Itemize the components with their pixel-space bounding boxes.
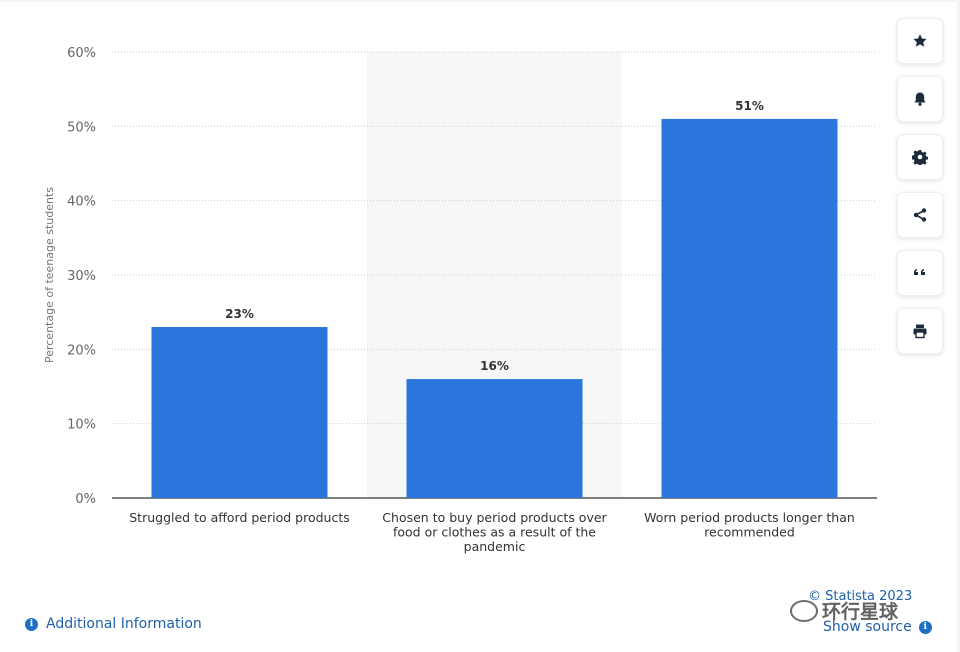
data-label: 23%: [225, 307, 254, 321]
statista-credit-label: © Statista 2023: [808, 589, 913, 604]
bell-icon: [914, 92, 926, 106]
show-source-link[interactable]: Show source i: [823, 619, 932, 635]
additional-information-link[interactable]: i Additional Information: [25, 616, 202, 632]
print-button[interactable]: [897, 308, 943, 354]
star-icon: [913, 34, 927, 47]
chart-toolbar: [897, 18, 943, 366]
category-label: Worn period products longer than recommen…: [644, 510, 855, 540]
y-tick-label: 50%: [67, 120, 96, 135]
watermark: 环行星球: [790, 597, 898, 624]
additional-information-label: Additional Information: [46, 616, 202, 632]
notification-button[interactable]: [897, 76, 943, 122]
settings-button[interactable]: [897, 134, 943, 180]
favorite-button[interactable]: [897, 18, 943, 64]
cite-button[interactable]: [897, 250, 943, 296]
share-icon: [913, 208, 927, 222]
y-tick-label: 10%: [67, 418, 96, 433]
category-label: Chosen to buy period products over food o…: [382, 510, 607, 554]
bar[interactable]: [661, 118, 838, 499]
info-icon: i: [918, 620, 932, 634]
data-label: 16%: [480, 359, 509, 373]
y-tick-label: 60%: [67, 46, 96, 61]
data-label: 51%: [735, 99, 764, 113]
category-label: Struggled to afford period products: [129, 510, 350, 525]
bar[interactable]: [151, 327, 328, 498]
info-icon: i: [25, 617, 38, 631]
share-button[interactable]: [897, 192, 943, 238]
y-tick-label: 0%: [75, 492, 96, 507]
y-axis-title: Percentage of teenage students: [43, 187, 56, 363]
y-tick-label: 20%: [67, 343, 96, 358]
show-source-label: Show source: [823, 619, 912, 635]
y-tick-label: 40%: [67, 195, 96, 210]
print-icon: [913, 324, 927, 339]
quote-icon: [914, 269, 925, 275]
bar[interactable]: [406, 379, 583, 498]
gear-icon: [912, 150, 928, 165]
wechat-logo-icon: [790, 599, 818, 622]
y-tick-label: 30%: [67, 269, 96, 284]
watermark-text: 环行星球: [822, 601, 899, 623]
statista-credit[interactable]: © Statista 2023: [808, 589, 912, 604]
